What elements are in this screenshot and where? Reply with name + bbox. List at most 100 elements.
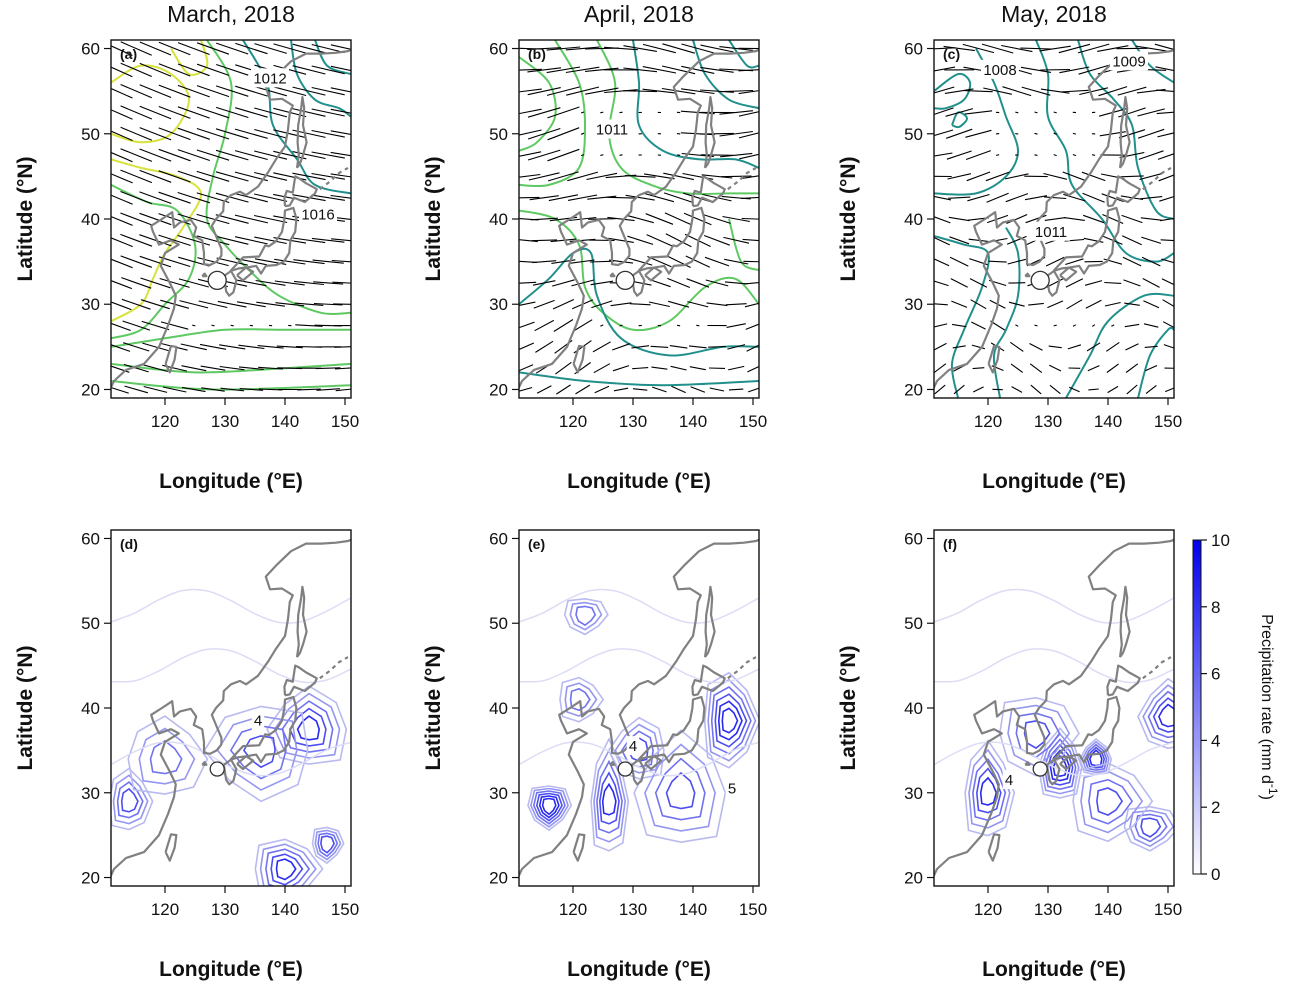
wind-vector	[178, 278, 209, 288]
wind-vector	[196, 235, 230, 246]
wind-vector	[705, 279, 729, 287]
wind-vector	[568, 216, 597, 222]
y-tick-label: 20	[904, 869, 923, 888]
wind-vector	[330, 87, 351, 93]
wind-vector	[934, 342, 947, 351]
wind-vector	[934, 236, 951, 246]
wind-vector	[333, 303, 351, 305]
precip-contour	[703, 671, 759, 769]
contour-label-bg	[593, 119, 631, 139]
precip-contour	[934, 648, 1174, 684]
contour-label-bg	[1110, 51, 1148, 71]
wind-vector	[123, 363, 149, 373]
wind-vector	[934, 86, 955, 94]
precip-contour	[1134, 813, 1168, 843]
wind-vector	[700, 66, 734, 73]
wind-vector	[534, 319, 555, 332]
wind-vector	[330, 65, 351, 72]
wind-vector	[1063, 193, 1086, 202]
contour-label: 4	[629, 738, 637, 755]
wind-vector	[1040, 88, 1070, 94]
wind-vector	[235, 107, 268, 118]
wind-vector	[238, 344, 265, 350]
wind-vector	[681, 43, 715, 54]
wind-vector	[972, 386, 984, 393]
x-axis-label: Longitude (°E)	[159, 958, 303, 981]
slp-contour	[1035, 40, 1174, 263]
wind-vector	[1060, 89, 1089, 93]
y-tick-label: 50	[489, 125, 508, 144]
wind-vector	[626, 214, 654, 224]
coastline	[1142, 166, 1172, 191]
wind-vector	[201, 387, 225, 392]
wind-vector	[719, 89, 754, 93]
wind-vector	[536, 385, 552, 394]
wind-vector	[1085, 299, 1102, 309]
x-axis-label: Longitude (°E)	[159, 470, 303, 493]
coastline	[111, 48, 351, 390]
wind-vector	[111, 344, 131, 352]
wind-vector	[140, 277, 171, 289]
wind-vector	[738, 69, 759, 72]
x-tick-label: 150	[331, 900, 359, 919]
wind-vector	[215, 128, 249, 140]
wind-vector	[575, 384, 591, 395]
precip-contour	[654, 757, 706, 821]
x-tick-label: 150	[739, 412, 767, 431]
precip-contour	[934, 588, 1174, 624]
coastline	[111, 538, 351, 878]
wind-vector	[1049, 364, 1062, 372]
wind-vector	[1024, 195, 1048, 201]
wind-vector	[738, 90, 759, 95]
wind-vector	[700, 44, 734, 53]
wind-vector	[1159, 217, 1174, 222]
wind-vector	[519, 321, 535, 329]
precip-contour	[665, 771, 696, 810]
wind-vector	[120, 105, 153, 120]
coastline	[201, 272, 208, 278]
precip-contour	[538, 795, 560, 819]
wind-vector	[567, 194, 598, 201]
wind-vector	[120, 83, 153, 99]
precip-contour	[275, 858, 297, 881]
wind-vector	[663, 192, 694, 204]
slp-contour	[111, 362, 351, 374]
wind-vector	[1121, 235, 1142, 246]
wind-vector	[949, 256, 969, 267]
wind-vector	[1046, 278, 1064, 288]
precip-contour	[259, 843, 317, 886]
wind-vector	[294, 302, 324, 306]
wind-vector	[683, 212, 712, 226]
precip-contour	[707, 678, 757, 762]
y-tick-label: 20	[489, 380, 508, 399]
wind-vector	[160, 321, 189, 330]
coastline	[691, 175, 726, 208]
wind-vector	[311, 172, 345, 180]
wind-vector	[972, 367, 985, 370]
wind-vector	[177, 234, 211, 246]
wind-vector	[1086, 342, 1101, 352]
wind-vector	[690, 386, 706, 393]
precip-contour	[644, 743, 716, 832]
wind-vector	[120, 126, 153, 141]
wind-vector	[662, 43, 695, 54]
coastline	[236, 266, 255, 282]
wind-vector	[546, 86, 580, 96]
wind-vector	[934, 384, 946, 395]
coastline	[644, 755, 663, 771]
wind-vector	[934, 258, 950, 267]
wind-vector	[311, 65, 345, 75]
slp-contour	[111, 64, 191, 144]
wind-vector	[1034, 324, 1038, 327]
wind-vector	[548, 194, 579, 202]
wind-vector	[681, 88, 715, 95]
precip-contour	[314, 829, 342, 861]
y-axis-label: Latitude (°N)	[837, 645, 860, 770]
contour-label-bg	[251, 710, 265, 730]
x-tick-label: 130	[211, 900, 239, 919]
x-tick-label: 120	[151, 412, 179, 431]
x-tick-label: 140	[679, 412, 707, 431]
x-tick-label: 130	[211, 412, 239, 431]
wind-vector	[624, 174, 656, 178]
panel-title: April, 2018	[584, 1, 694, 27]
